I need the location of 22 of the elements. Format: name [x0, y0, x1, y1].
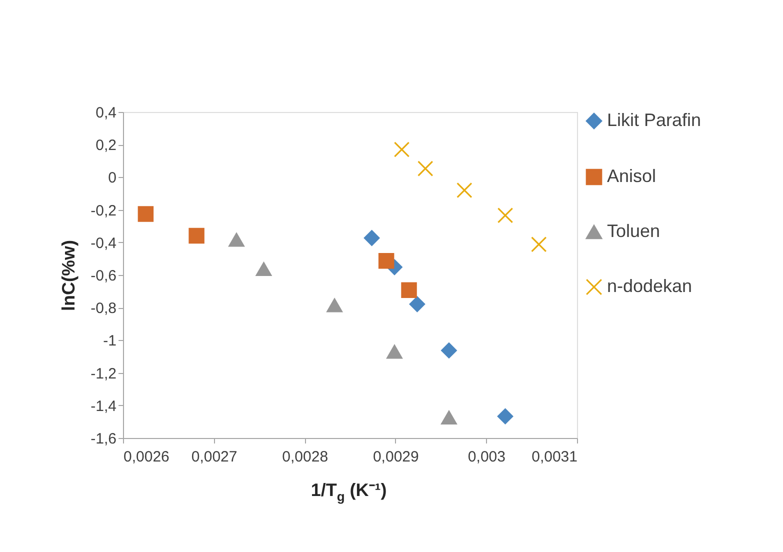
y-axis-title: lnC(%w) — [58, 240, 79, 311]
y-tick-label: -0,8 — [90, 300, 116, 318]
x-tick-label: 0,0029 — [372, 448, 419, 466]
y-tick-label: -1,4 — [90, 398, 116, 415]
legend-label: Likit Parafin — [607, 110, 702, 130]
x-tick-label: 0,003 — [468, 448, 506, 466]
y-tick-label: -0,6 — [90, 268, 116, 284]
x-tick-label: 0,0031 — [532, 448, 578, 466]
x-tick-label: 0,0026 — [124, 448, 170, 466]
y-tick-label: 0,2 — [96, 137, 116, 154]
x-tick-label: 0,0028 — [282, 448, 328, 466]
y-tick-label: -0,2 — [90, 202, 116, 220]
y-tick-label: -1,2 — [90, 365, 116, 382]
y-tick-label: 0 — [108, 170, 116, 187]
legend-label: n-dodekan — [607, 276, 692, 296]
legend-label: Anisol — [607, 166, 656, 186]
x-tick-label: 0,0027 — [191, 448, 238, 466]
y-tick-label: 0,4 — [96, 104, 116, 122]
legend-label: Toluen — [607, 221, 660, 241]
y-tick-label: -0,4 — [90, 234, 116, 252]
y-tick-label: -1 — [103, 332, 116, 350]
y-tick-label: -1,6 — [90, 430, 116, 448]
